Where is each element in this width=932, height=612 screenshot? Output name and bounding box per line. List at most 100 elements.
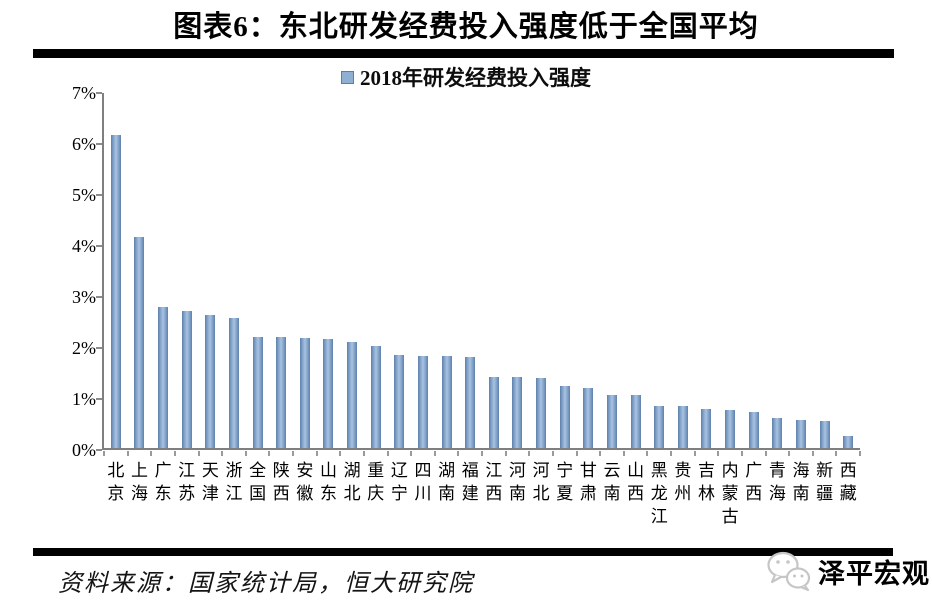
bar-slot — [175, 93, 199, 448]
x-tick — [575, 451, 578, 456]
x-tick — [859, 451, 861, 456]
legend-swatch-icon — [341, 70, 354, 84]
bar-福建 — [465, 356, 476, 448]
x-axis-label-北京: 北 京 — [107, 461, 125, 503]
y-axis-label-1%: 1% — [72, 389, 96, 409]
x-tick — [551, 451, 554, 456]
x-tick — [386, 451, 389, 456]
x-tick — [599, 451, 602, 456]
x-tick — [173, 451, 176, 456]
bar-slot — [340, 93, 364, 448]
bar-slot — [789, 93, 813, 448]
bar-slot — [813, 93, 837, 448]
x-tick — [362, 451, 365, 456]
bar-河南 — [512, 377, 523, 448]
bar-slot — [411, 93, 435, 448]
y-tick — [96, 347, 102, 349]
bar-广东 — [158, 307, 169, 448]
x-axis-label-青海: 青 海 — [768, 461, 786, 503]
y-axis-label-2%: 2% — [72, 338, 96, 358]
bars-container — [104, 93, 860, 448]
bar-slot — [624, 93, 648, 448]
x-tick — [717, 451, 720, 456]
x-axis-label-内蒙古: 内 蒙 古 — [721, 461, 739, 526]
x-axis-label-新疆: 新 疆 — [816, 461, 834, 503]
x-axis-label-江西: 江 西 — [485, 461, 503, 503]
y-tick — [96, 398, 102, 400]
bar-slot — [364, 93, 388, 448]
x-tick — [244, 451, 247, 456]
bar-slot — [577, 93, 601, 448]
x-tick — [268, 451, 271, 456]
bar-slot — [766, 93, 790, 448]
bar-山西 — [630, 394, 641, 448]
x-axis-label-重庆: 重 庆 — [367, 461, 385, 503]
x-axis-label-陕西: 陕 西 — [272, 461, 290, 503]
bar-贵州 — [677, 406, 688, 448]
x-tick — [481, 451, 483, 456]
bar-宁夏 — [559, 385, 570, 448]
source-note: 资料来源：国家统计局，恒大研究院 — [58, 571, 474, 597]
bar-江苏 — [181, 311, 192, 448]
x-axis-label-广西: 广 西 — [745, 461, 763, 503]
bar-内蒙古 — [725, 409, 736, 448]
y-axis-label-5%: 5% — [72, 185, 96, 205]
x-axis-label-河北: 河 北 — [532, 461, 550, 503]
x-tick — [433, 451, 436, 456]
bar-slot — [600, 93, 624, 448]
bar-浙江 — [228, 317, 239, 448]
x-tick — [740, 451, 743, 456]
bar-slot — [199, 93, 223, 448]
bar-slot — [553, 93, 577, 448]
bar-重庆 — [370, 346, 381, 448]
x-axis-label-海南: 海 南 — [792, 461, 810, 503]
x-tick — [504, 451, 507, 456]
bar-slot — [388, 93, 412, 448]
bar-海南 — [795, 419, 806, 448]
bar-slot — [506, 93, 530, 448]
watermark-label: 泽平宏观 — [818, 558, 930, 589]
bar-slot — [742, 93, 766, 448]
x-tick — [315, 451, 318, 456]
y-axis-label-4%: 4% — [72, 236, 96, 256]
x-tick — [646, 451, 649, 456]
wechat-icon — [767, 551, 811, 592]
x-tick — [528, 451, 531, 456]
bar-slot — [695, 93, 719, 448]
x-tick — [197, 451, 200, 456]
watermark: 泽平宏观 — [765, 550, 930, 592]
x-axis-label-天津: 天 津 — [201, 461, 219, 503]
bar-青海 — [772, 417, 783, 448]
bar-slot — [529, 93, 553, 448]
bar-slot — [222, 93, 246, 448]
bar-slot — [647, 93, 671, 448]
bar-slot — [435, 93, 459, 448]
plot-area — [102, 93, 860, 450]
x-axis-label-山东: 山 东 — [319, 461, 337, 503]
bar-甘肃 — [583, 388, 594, 448]
bar-全国 — [252, 336, 263, 448]
bar-西藏 — [843, 436, 854, 448]
x-axis-label-湖北: 湖 北 — [343, 461, 361, 503]
bar-slot — [104, 93, 128, 448]
bar-slot — [458, 93, 482, 448]
x-axis-ticks — [103, 450, 861, 456]
x-axis-label-山西: 山 西 — [627, 461, 645, 503]
x-tick — [835, 451, 838, 456]
bar-slot — [836, 93, 860, 448]
bar-新疆 — [819, 421, 830, 448]
x-axis-label-甘肃: 甘 肃 — [579, 461, 597, 503]
x-tick — [693, 451, 696, 456]
y-tick — [96, 449, 102, 451]
bar-云南 — [606, 394, 617, 448]
x-axis-label-湖南: 湖 南 — [438, 461, 456, 503]
y-axis-label-7%: 7% — [72, 83, 96, 103]
x-axis-label-四川: 四 川 — [414, 461, 432, 503]
x-tick — [126, 451, 129, 456]
x-tick — [150, 451, 153, 456]
x-axis-label-云南: 云 南 — [603, 461, 621, 503]
x-tick — [103, 451, 105, 456]
y-axis-label-6%: 6% — [72, 134, 96, 154]
y-tick — [96, 194, 102, 196]
bar-slot — [246, 93, 270, 448]
